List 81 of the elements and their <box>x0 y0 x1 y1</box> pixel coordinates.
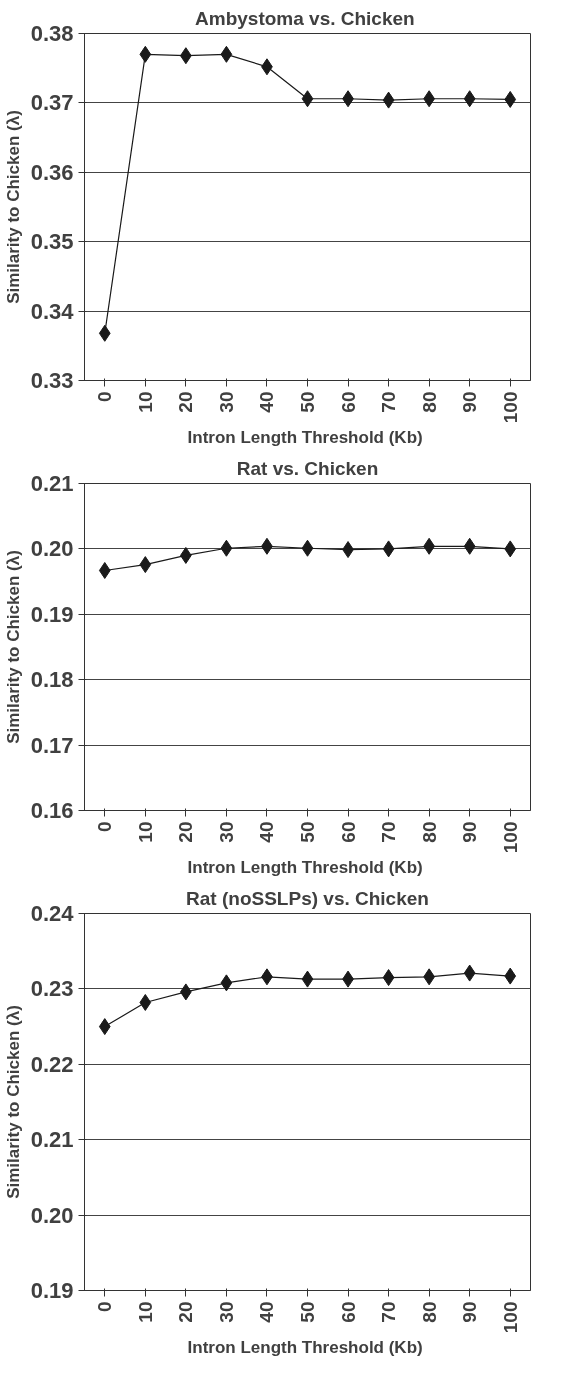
point <box>220 974 233 992</box>
y-tick-label: 0.24 <box>30 901 75 926</box>
x-tick-label: 30 <box>215 1301 237 1323</box>
point <box>220 45 233 63</box>
chart-title: Rat (noSSLPs) vs. Chicken <box>186 887 429 909</box>
x-tick-label: 90 <box>459 821 481 843</box>
x-tick-label: 70 <box>378 1301 400 1323</box>
x-tick-label: 100 <box>499 821 521 854</box>
chart-title: Rat vs. Chicken <box>236 457 379 479</box>
point <box>504 967 517 985</box>
x-tick-label: 80 <box>418 391 440 413</box>
point <box>463 90 476 108</box>
x-tick-label: 10 <box>134 1301 156 1323</box>
y-tick-label: 0.19 <box>30 1278 74 1303</box>
x-tick-label: 50 <box>297 1301 318 1323</box>
point <box>98 324 111 342</box>
point <box>504 540 517 558</box>
x-tick-label: 40 <box>256 391 278 413</box>
x-tick-label: 20 <box>175 821 197 843</box>
x-tick-label: 80 <box>418 1301 440 1323</box>
y-tick-label: 0.16 <box>30 798 74 823</box>
x-tick-label: 80 <box>418 821 440 843</box>
point <box>139 45 152 63</box>
point <box>463 964 476 982</box>
x-tick-label: 40 <box>256 1301 278 1323</box>
x-tick-label: 60 <box>337 1301 359 1323</box>
y-axis-title: Similarity to Chicken (λ) <box>3 1005 23 1199</box>
y-tick-label: 0.36 <box>30 159 74 185</box>
x-tick-label: 90 <box>459 1301 481 1323</box>
x-tick-label: 100 <box>499 1301 521 1334</box>
point <box>98 1018 111 1036</box>
y-tick-label: 0.23 <box>30 976 74 1002</box>
x-tick-label: 20 <box>175 1301 197 1323</box>
x-tick-label: 70 <box>378 391 400 413</box>
point <box>382 91 395 109</box>
point <box>463 537 476 555</box>
x-tick-label: 0 <box>94 391 116 403</box>
x-tick-label: 50 <box>297 821 318 843</box>
point <box>139 556 152 574</box>
x-axis-title: Intron Length Threshold (Kb) <box>187 428 423 448</box>
y-tick-label: 0.20 <box>30 536 74 562</box>
y-tick-label: 0.18 <box>30 667 74 693</box>
y-axis-title: Similarity to Chicken (λ) <box>3 550 23 744</box>
x-tick-label: 10 <box>134 391 156 413</box>
y-tick-label: 0.33 <box>30 368 74 393</box>
x-tick-label: 90 <box>459 391 481 413</box>
y-tick-label: 0.19 <box>30 601 74 627</box>
x-tick-label: 50 <box>297 391 318 413</box>
x-tick-label: 0 <box>94 1301 116 1313</box>
chart-title: Ambystoma vs. Chicken <box>195 7 415 29</box>
x-axis-title: Intron Length Threshold (Kb) <box>187 1338 423 1358</box>
y-tick-label: 0.21 <box>30 1127 74 1153</box>
point <box>301 539 314 557</box>
x-tick-label: 60 <box>337 391 359 413</box>
x-tick-label: 100 <box>499 391 521 424</box>
x-tick-label: 40 <box>256 821 278 843</box>
x-tick-label: 10 <box>134 821 156 843</box>
x-tick-label: 60 <box>337 821 359 843</box>
y-tick-label: 0.38 <box>30 21 74 46</box>
point <box>139 993 152 1011</box>
point <box>382 540 395 558</box>
y-tick-label: 0.20 <box>30 1202 74 1228</box>
x-tick-label: 20 <box>175 391 197 413</box>
y-tick-label: 0.21 <box>30 471 74 496</box>
x-tick-label: 70 <box>378 821 400 843</box>
x-tick-label: 30 <box>215 821 237 843</box>
point <box>301 970 314 988</box>
y-axis-title: Similarity to Chicken (λ) <box>3 110 23 304</box>
point <box>301 90 314 108</box>
y-tick-label: 0.37 <box>30 90 74 116</box>
y-tick-label: 0.35 <box>30 229 74 255</box>
y-tick-label: 0.17 <box>30 732 74 758</box>
point <box>504 90 517 108</box>
y-tick-label: 0.34 <box>30 298 75 324</box>
point <box>382 969 395 987</box>
x-tick-label: 0 <box>94 821 116 833</box>
y-tick-label: 0.22 <box>30 1051 74 1077</box>
x-tick-label: 30 <box>215 391 237 413</box>
x-axis-title: Intron Length Threshold (Kb) <box>187 858 423 878</box>
point <box>220 539 233 557</box>
point <box>98 561 111 579</box>
